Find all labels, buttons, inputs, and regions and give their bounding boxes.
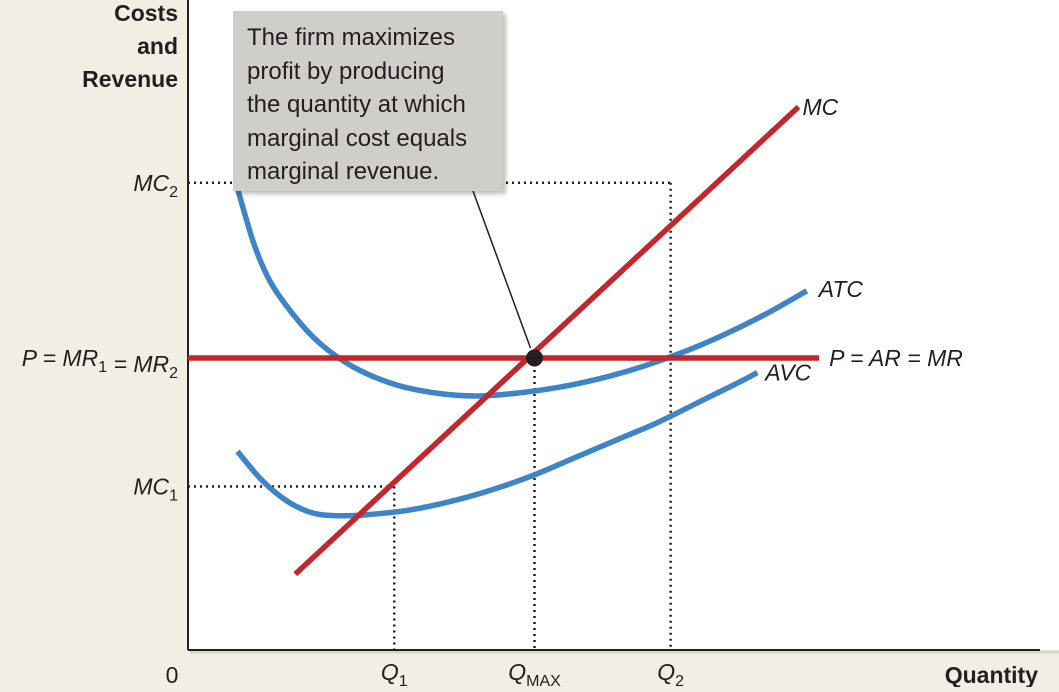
annotation-line: marginal cost equals xyxy=(247,124,468,152)
x-tick-label: QMAX xyxy=(508,659,561,687)
curves xyxy=(188,104,820,577)
y-axis-title-line-2: and xyxy=(137,33,178,59)
y-tick-label: MC1 xyxy=(133,473,178,504)
points xyxy=(526,349,543,367)
annotation-line: the quantity at which xyxy=(247,91,466,118)
x-tick-label: Q2 xyxy=(657,659,684,687)
y-tick-label: P = MR1 = MR2 xyxy=(22,345,178,382)
annotation-line: The firm maximizes xyxy=(247,24,456,51)
series-label-atc: ATC xyxy=(817,276,864,302)
profit-max-point xyxy=(526,349,543,367)
series-label-mc: MC xyxy=(803,94,839,120)
series-label-avc: AVC xyxy=(763,360,811,386)
x-tick-labels: Q1 QMAX Q2 xyxy=(381,659,684,690)
x-tick-label: Q1 xyxy=(381,659,408,687)
series-labels: MC ATC P = AR = MR AVC xyxy=(763,94,963,386)
y-axis-title-line-1: Costs xyxy=(114,0,178,26)
origin-label: 0 xyxy=(166,662,179,687)
series-label-p-ar-mr: P = AR = MR xyxy=(829,345,963,371)
annotation-pointer-line xyxy=(472,190,532,349)
annotation-box: The firm maximizes profit by producing t… xyxy=(233,11,503,191)
x-axis-title: Quantity xyxy=(945,662,1038,687)
y-axis-title-line-3: Revenue xyxy=(82,66,178,92)
curve-mc xyxy=(293,104,801,577)
annotation-line: profit by producing xyxy=(247,57,445,85)
curve-atc xyxy=(234,187,809,399)
curve-avc xyxy=(235,370,759,519)
annotation-line: marginal revenue. xyxy=(247,158,440,185)
y-tick-label: MC2 xyxy=(133,170,178,201)
annotation-text: The firm maximizes profit by producing t… xyxy=(247,21,503,189)
y-tick-labels: MC2 P = MR1 = MR2 MC1 xyxy=(22,170,178,505)
